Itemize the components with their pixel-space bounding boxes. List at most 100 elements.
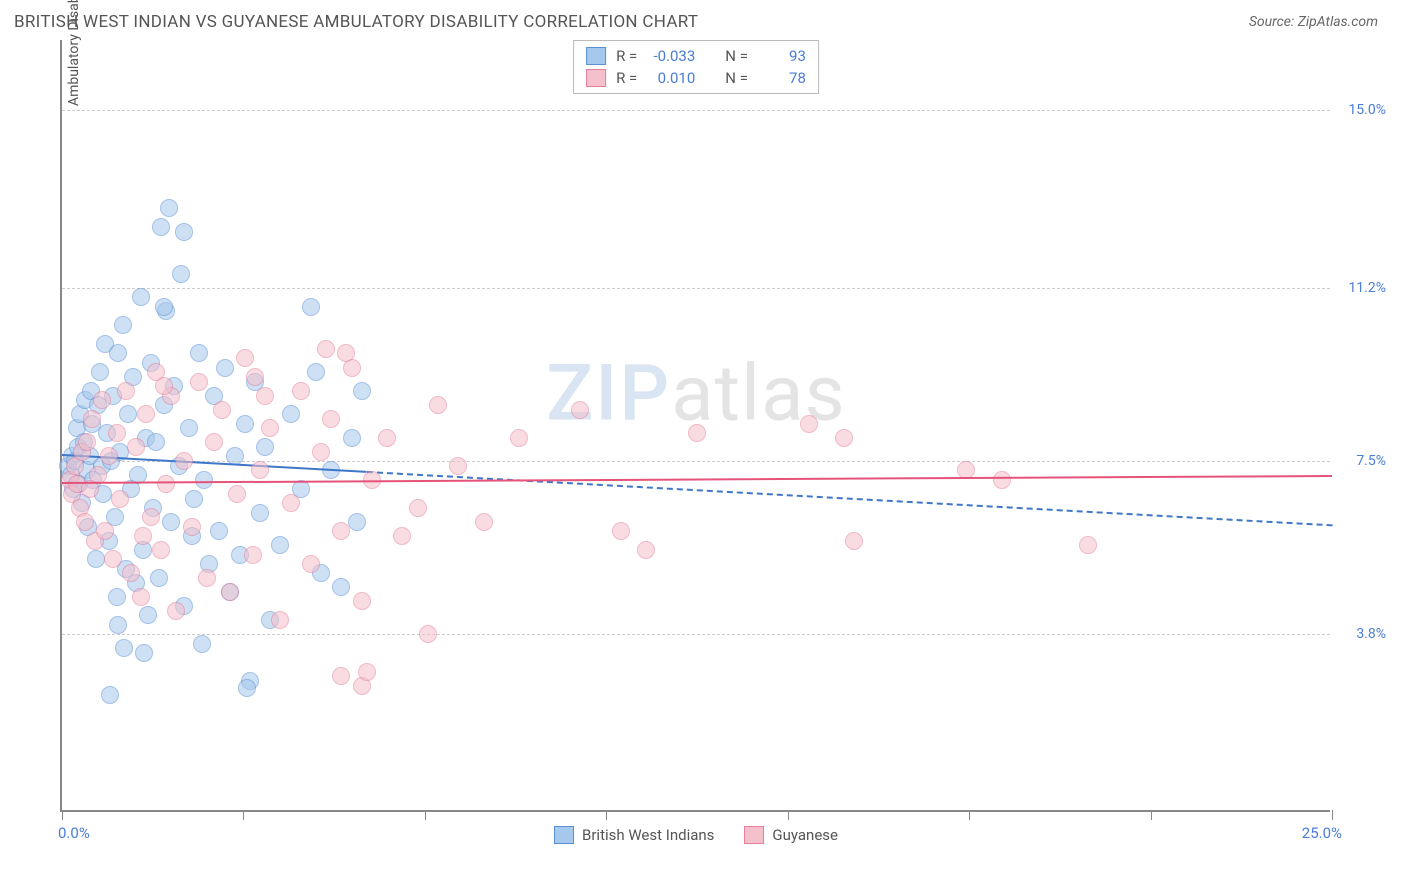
scatter-point [244,546,262,564]
x-tick [788,810,789,820]
scatter-point [353,592,371,610]
stat-r-label: R = [616,69,637,87]
series-swatch [586,47,606,65]
scatter-point [152,541,170,559]
x-tick [62,810,63,820]
scatter-point [109,344,127,362]
scatter-point [87,550,105,568]
scatter-point [251,461,269,479]
scatter-point [251,504,269,522]
scatter-point [127,438,145,456]
stats-row: R =0.010N =78 [586,67,806,89]
y-tick-label: 11.2% [1348,280,1386,296]
scatter-point [108,588,126,606]
scatter-point [150,569,168,587]
scatter-point [114,316,132,334]
scatter-point [993,471,1011,489]
scatter-point [800,415,818,433]
scatter-point [134,527,152,545]
scatter-point [612,522,630,540]
chart-source: Source: ZipAtlas.com [1249,14,1378,30]
x-tick [969,810,970,820]
scatter-point [358,663,376,681]
scatter-point [115,639,133,657]
scatter-point [205,433,223,451]
plot-area: ZIPatlas R =-0.033N =93R =0.010N =78 Bri… [60,40,1330,812]
scatter-point [119,405,137,423]
stats-legend: R =-0.033N =93R =0.010N =78 [573,40,819,94]
scatter-point [221,583,239,601]
scatter-point [256,387,274,405]
stat-r-value: 0.010 [647,69,695,87]
scatter-point [198,569,216,587]
scatter-point [271,536,289,554]
scatter-point [637,541,655,559]
legend-item: British West Indians [554,826,714,844]
scatter-point [256,438,274,456]
stats-row: R =-0.033N =93 [586,45,806,67]
scatter-point [317,340,335,358]
x-tick [606,810,607,820]
x-tick [1332,810,1333,820]
scatter-point [175,452,193,470]
scatter-point [238,679,256,697]
scatter-point [172,265,190,283]
legend-label: Guyanese [772,826,838,844]
scatter-point [139,606,157,624]
scatter-point [183,518,201,536]
series-swatch [744,826,764,844]
stat-r-label: R = [616,47,637,65]
scatter-point [167,602,185,620]
scatter-point [101,686,119,704]
scatter-point [216,359,234,377]
scatter-point [193,635,211,653]
stat-n-label: N = [725,47,748,65]
x-tick [243,810,244,820]
scatter-point [162,513,180,531]
stat-n-label: N = [725,69,748,87]
scatter-point [210,522,228,540]
scatter-point [409,499,427,517]
scatter-point [78,433,96,451]
scatter-point [307,363,325,381]
scatter-point [155,298,173,316]
scatter-point [152,218,170,236]
scatter-point [185,490,203,508]
scatter-point [195,471,213,489]
scatter-point [332,667,350,685]
scatter-point [190,373,208,391]
scatter-point [302,555,320,573]
scatter-point [343,429,361,447]
scatter-point [429,396,447,414]
scatter-point [213,401,231,419]
scatter-point [91,363,109,381]
stat-r-value: -0.033 [647,47,695,65]
scatter-point [1079,536,1097,554]
scatter-point [155,377,173,395]
scatter-point [132,288,150,306]
scatter-point [348,513,366,531]
x-tick [1151,810,1152,820]
scatter-point [571,401,589,419]
scatter-point [393,527,411,545]
scatter-point [332,522,350,540]
scatter-point [96,522,114,540]
scatter-point [282,405,300,423]
scatter-point [175,223,193,241]
scatter-point [292,382,310,400]
scatter-point [109,616,127,634]
chart-title: BRITISH WEST INDIAN VS GUYANESE AMBULATO… [14,12,698,32]
series-swatch [586,69,606,87]
scatter-point [835,429,853,447]
scatter-point [228,485,246,503]
gridline [62,288,1330,289]
scatter-point [845,532,863,550]
scatter-point [135,644,153,662]
scatter-point [302,298,320,316]
scatter-point [261,419,279,437]
x-axis-min-label: 0.0% [58,824,90,842]
gridline [62,634,1330,635]
scatter-point [475,513,493,531]
gridline [62,461,1330,462]
x-tick [425,810,426,820]
